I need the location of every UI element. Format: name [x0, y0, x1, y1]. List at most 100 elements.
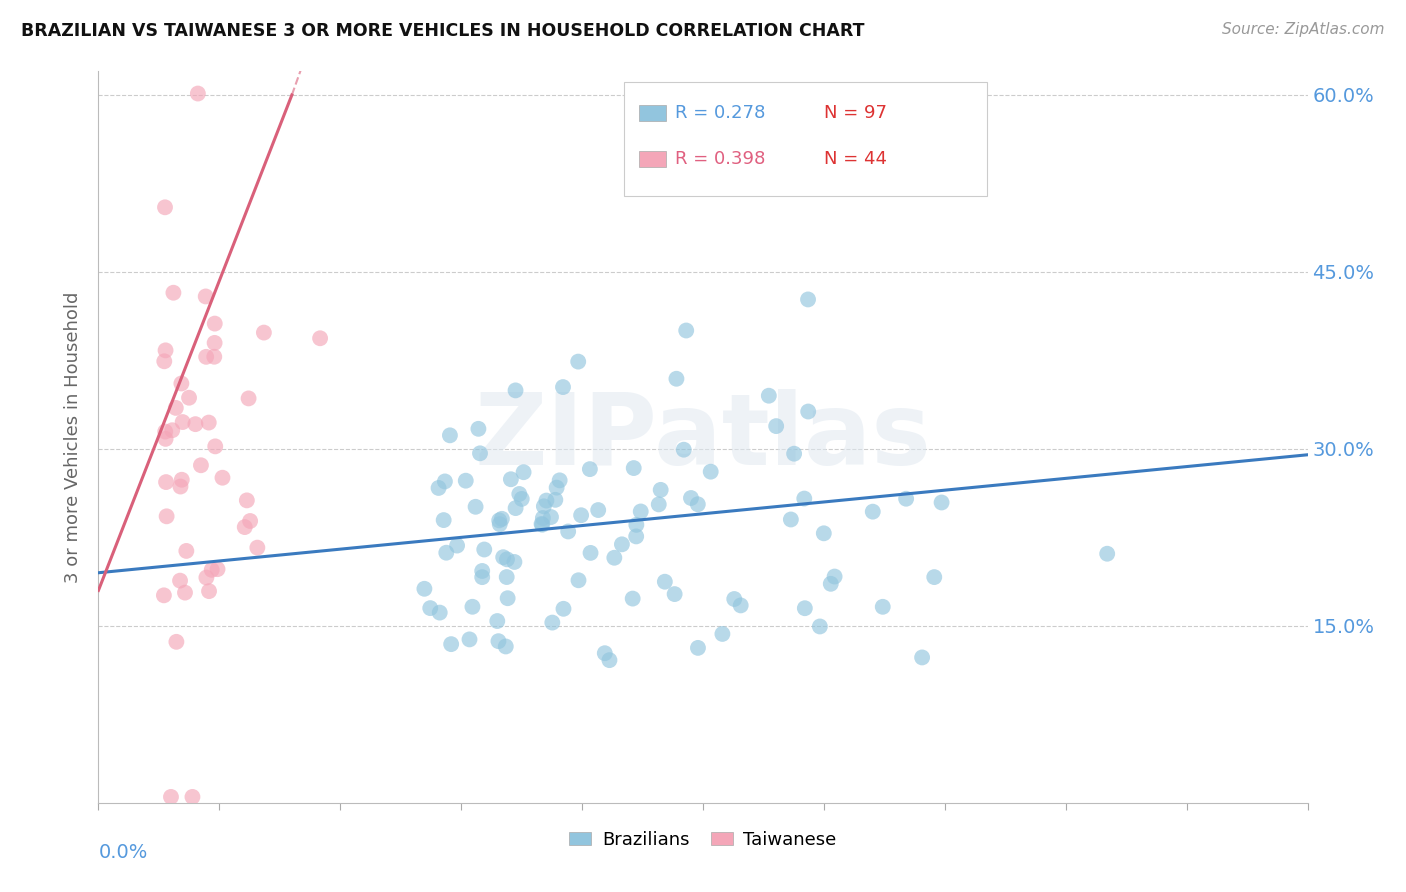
- Taiwanese: [236, 493, 259, 508]
- Taiwanese: [204, 335, 226, 350]
- Brazilians: [544, 492, 567, 507]
- Taiwanese: [170, 473, 193, 487]
- Brazilians: [553, 602, 575, 616]
- Brazilians: [488, 513, 510, 527]
- Text: BRAZILIAN VS TAIWANESE 3 OR MORE VEHICLES IN HOUSEHOLD CORRELATION CHART: BRAZILIAN VS TAIWANESE 3 OR MORE VEHICLE…: [21, 22, 865, 40]
- Brazilians: [650, 483, 672, 497]
- Taiwanese: [165, 635, 187, 649]
- Taiwanese: [181, 789, 204, 804]
- Brazilians: [503, 555, 526, 569]
- Brazilians: [1095, 547, 1118, 561]
- Taiwanese: [170, 376, 193, 391]
- Taiwanese: [201, 563, 224, 577]
- Brazilians: [579, 546, 602, 560]
- Taiwanese: [162, 423, 184, 437]
- Taiwanese: [162, 285, 184, 300]
- Brazilians: [797, 404, 820, 418]
- Brazilians: [429, 606, 451, 620]
- Brazilians: [686, 497, 709, 511]
- Brazilians: [505, 384, 527, 398]
- Taiwanese: [204, 317, 226, 331]
- Brazilians: [783, 447, 806, 461]
- Brazilians: [461, 599, 484, 614]
- Brazilians: [567, 354, 589, 368]
- Brazilians: [894, 491, 917, 506]
- Taiwanese: [239, 514, 262, 528]
- Taiwanese: [204, 439, 226, 453]
- FancyBboxPatch shape: [638, 151, 665, 167]
- Taiwanese: [153, 200, 176, 214]
- Brazilians: [505, 501, 527, 516]
- Brazilians: [468, 446, 491, 460]
- Brazilians: [491, 512, 513, 526]
- Brazilians: [793, 491, 815, 506]
- Brazilians: [427, 481, 450, 495]
- Brazilians: [931, 495, 953, 509]
- Brazilians: [699, 465, 721, 479]
- Brazilians: [512, 465, 534, 479]
- Brazilians: [598, 653, 620, 667]
- Brazilians: [471, 570, 494, 584]
- Brazilians: [486, 614, 509, 628]
- Brazilians: [569, 508, 592, 523]
- Brazilians: [496, 591, 519, 606]
- Brazilians: [723, 592, 745, 607]
- Brazilians: [557, 524, 579, 539]
- Legend: Brazilians, Taiwanese: Brazilians, Taiwanese: [562, 823, 844, 856]
- Brazilians: [508, 487, 530, 501]
- Taiwanese: [194, 289, 217, 303]
- Brazilians: [793, 601, 815, 615]
- Brazilians: [467, 422, 489, 436]
- Taiwanese: [207, 562, 229, 576]
- Brazilians: [464, 500, 486, 514]
- Brazilians: [758, 389, 780, 403]
- Taiwanese: [155, 425, 177, 439]
- Brazilians: [626, 517, 648, 532]
- Brazilians: [711, 627, 734, 641]
- Brazilians: [679, 491, 702, 505]
- Brazilians: [648, 497, 671, 511]
- Taiwanese: [198, 584, 221, 599]
- Brazilians: [496, 552, 519, 566]
- Text: 0.0%: 0.0%: [98, 843, 148, 862]
- Taiwanese: [195, 570, 218, 584]
- Brazilians: [922, 570, 945, 584]
- Brazilians: [492, 550, 515, 565]
- Brazilians: [610, 537, 633, 551]
- Brazilians: [536, 493, 558, 508]
- Brazilians: [567, 574, 589, 588]
- Brazilians: [824, 569, 846, 583]
- Brazilians: [499, 472, 522, 486]
- Brazilians: [531, 511, 554, 525]
- Taiwanese: [169, 479, 191, 493]
- Brazilians: [471, 564, 494, 578]
- Brazilians: [686, 640, 709, 655]
- Brazilians: [621, 591, 644, 606]
- Taiwanese: [174, 585, 197, 599]
- Brazilians: [439, 428, 461, 442]
- Taiwanese: [233, 520, 256, 534]
- Brazilians: [433, 475, 456, 489]
- Brazilians: [579, 462, 602, 476]
- Brazilians: [488, 634, 510, 648]
- Brazilians: [808, 619, 831, 633]
- Brazilians: [665, 372, 688, 386]
- Brazilians: [434, 546, 457, 560]
- Brazilians: [586, 503, 609, 517]
- Text: R = 0.278: R = 0.278: [675, 104, 765, 122]
- Taiwanese: [155, 432, 177, 446]
- Brazilians: [495, 570, 517, 584]
- Brazilians: [911, 650, 934, 665]
- Brazilians: [433, 513, 456, 527]
- Taiwanese: [202, 350, 225, 364]
- Text: N = 97: N = 97: [824, 104, 887, 122]
- Brazilians: [419, 601, 441, 615]
- Taiwanese: [169, 574, 191, 588]
- Brazilians: [872, 599, 894, 614]
- Brazilians: [472, 542, 495, 557]
- Text: Source: ZipAtlas.com: Source: ZipAtlas.com: [1222, 22, 1385, 37]
- Text: ZIPatlas: ZIPatlas: [475, 389, 931, 485]
- Brazilians: [533, 500, 555, 514]
- Taiwanese: [153, 354, 176, 368]
- Taiwanese: [177, 391, 200, 405]
